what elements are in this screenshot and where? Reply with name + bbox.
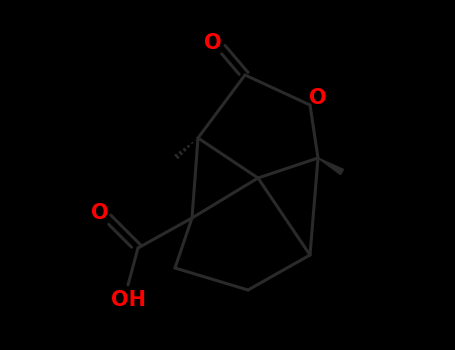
Text: OH: OH bbox=[111, 290, 146, 310]
Text: O: O bbox=[204, 33, 222, 53]
Text: O: O bbox=[309, 88, 327, 108]
Polygon shape bbox=[318, 158, 344, 175]
Text: O: O bbox=[91, 203, 109, 223]
